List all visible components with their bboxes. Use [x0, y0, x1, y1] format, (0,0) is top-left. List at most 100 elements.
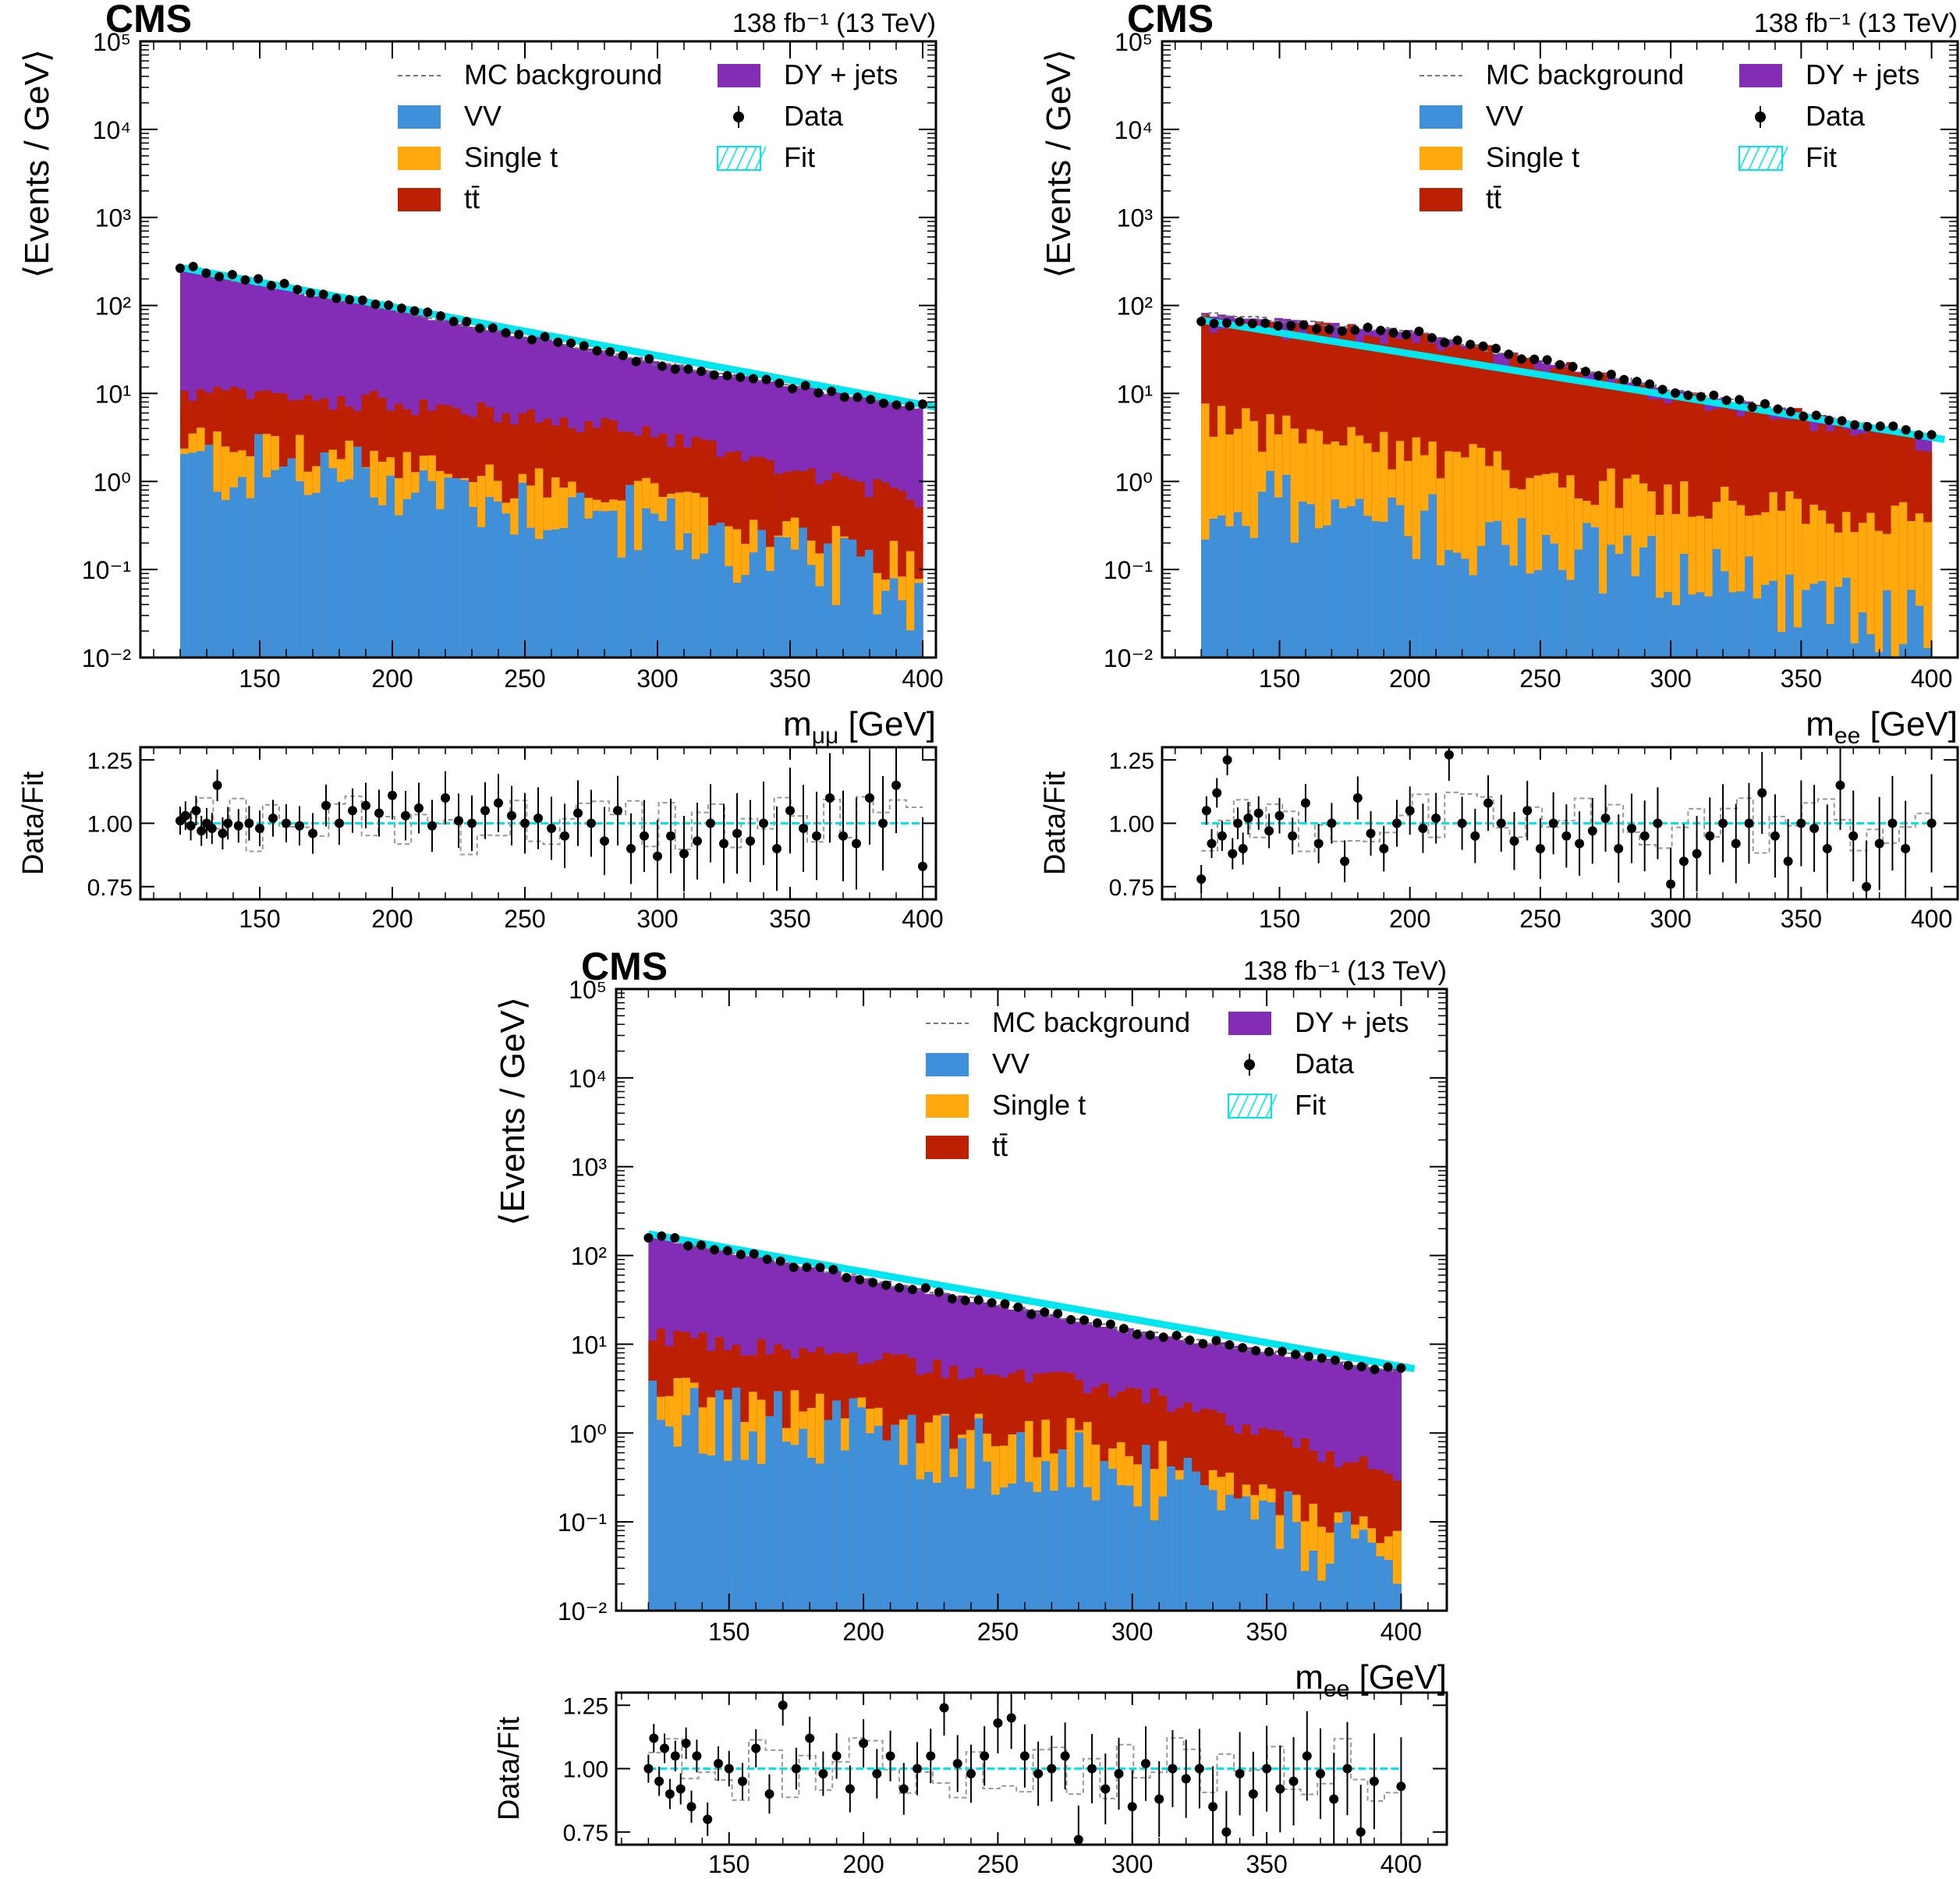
data-point: [868, 1278, 878, 1288]
bar-vv: [395, 515, 404, 658]
data-point: [1299, 320, 1309, 330]
ratio-point: [670, 1751, 680, 1761]
bar-vv: [1712, 548, 1721, 658]
data-point: [1606, 370, 1616, 379]
data-point: [657, 1231, 667, 1241]
bar-vv: [1016, 1432, 1026, 1611]
y-tick-label: 10³: [571, 1154, 608, 1182]
legend-fit-hatch: [1738, 146, 1751, 171]
bar-vv: [1083, 1487, 1093, 1611]
data-point: [1303, 1352, 1313, 1361]
legend-ttbar-label: tt̄: [1486, 183, 1501, 214]
ratio-point: [1302, 1751, 1312, 1761]
x-tick-label: 200: [842, 1850, 884, 1878]
ratio-point: [1405, 806, 1415, 816]
ratio-point: [1006, 1713, 1016, 1723]
legend-vv-swatch: [1419, 105, 1462, 129]
ratio-point: [1033, 1769, 1044, 1778]
ratio-point: [480, 806, 490, 816]
bar-vv: [683, 533, 693, 658]
data-point: [895, 1283, 904, 1292]
data-point: [1478, 341, 1488, 351]
ratio-point: [1535, 844, 1545, 853]
ratio-point: [714, 1759, 723, 1768]
ratio-point: [295, 821, 304, 831]
bar-vv: [271, 470, 280, 658]
bar-vv: [716, 523, 725, 658]
bar-vv: [782, 537, 792, 658]
ratio-point: [1457, 818, 1467, 828]
ratio-point: [681, 1739, 691, 1748]
ratio-point: [719, 838, 728, 849]
legend-ttbar-swatch: [1419, 188, 1462, 211]
ratio-point: [1274, 810, 1285, 821]
ratio-point: [724, 1764, 734, 1774]
x-tick-label: 300: [1111, 1618, 1153, 1646]
ratio-panel: 0.75 1.00 1.25 Data/Fit: [493, 1691, 1448, 1846]
x-axis-label: mμμ [GeV]: [783, 705, 936, 749]
data-point: [1260, 318, 1271, 328]
x-tick-label: 350: [1781, 905, 1822, 933]
data-point: [802, 1262, 812, 1272]
bar-singlet: [1753, 515, 1762, 658]
bar-vv: [774, 1391, 783, 1611]
bar-vv: [1233, 512, 1242, 658]
bar-vv: [999, 1487, 1009, 1611]
ratio-point: [838, 831, 848, 841]
bar-vv: [1267, 1502, 1277, 1611]
x-axis-label-unit: [GeV]: [838, 705, 936, 743]
data-point: [214, 271, 225, 282]
data-point: [1145, 1330, 1155, 1340]
bar-vv: [1436, 565, 1445, 658]
bar-vv: [774, 537, 783, 658]
bar-vv: [246, 498, 255, 658]
data-point: [1337, 326, 1347, 336]
legend-mc-background-label: MC background: [1486, 58, 1684, 90]
ratio-y-axis-label: Data/Fit: [493, 1717, 526, 1821]
x-tick-label: 200: [371, 665, 413, 693]
bar-singlet: [1761, 512, 1770, 658]
bar-vv: [857, 1407, 867, 1611]
bar-vv: [1834, 587, 1843, 658]
data-point: [800, 381, 810, 391]
ratio-point: [898, 1784, 909, 1794]
data-point: [1402, 330, 1411, 340]
data-point: [318, 289, 328, 300]
ratio-point: [1342, 1764, 1352, 1774]
bar-vv: [831, 604, 841, 658]
legend-fit-label: Fit: [1295, 1089, 1326, 1121]
ratio-point: [233, 821, 243, 831]
data-point: [1330, 1355, 1340, 1365]
ratio-point: [520, 818, 530, 828]
bar-singlet: [1533, 475, 1543, 658]
bar-vv: [1647, 536, 1657, 658]
bar-vv: [1150, 1520, 1160, 1611]
data-point: [1235, 317, 1245, 327]
bar-singlet: [1923, 522, 1933, 658]
data-point: [918, 399, 927, 409]
bar-vv: [493, 502, 503, 658]
bar-vv: [757, 1463, 767, 1611]
y-tick-label: 10²: [571, 1243, 608, 1271]
x-tick-label: 150: [708, 1850, 750, 1878]
data-point: [1581, 367, 1590, 377]
legend-vv-label: VV: [1486, 100, 1523, 132]
ratio-point: [587, 818, 596, 828]
ratio-point: [878, 818, 888, 828]
bar-vv: [665, 1426, 675, 1611]
bar-vv: [1461, 558, 1470, 658]
ratio-point: [913, 1764, 922, 1774]
x-tick-label: 200: [842, 1618, 884, 1646]
data-point: [908, 1285, 917, 1295]
ratio-point: [831, 1751, 842, 1761]
x-tick-label: 400: [1911, 665, 1952, 693]
bar-vv: [1233, 1498, 1243, 1611]
ratio-point: [1848, 831, 1859, 841]
legend-fit-hatch: [1767, 146, 1779, 171]
bar-vv: [1367, 1542, 1377, 1611]
ratio-point: [772, 844, 782, 853]
bar-singlet: [1671, 514, 1681, 658]
ratio-point: [852, 838, 861, 849]
bar-vv: [617, 557, 626, 658]
x-tick-label: 250: [1519, 905, 1561, 933]
